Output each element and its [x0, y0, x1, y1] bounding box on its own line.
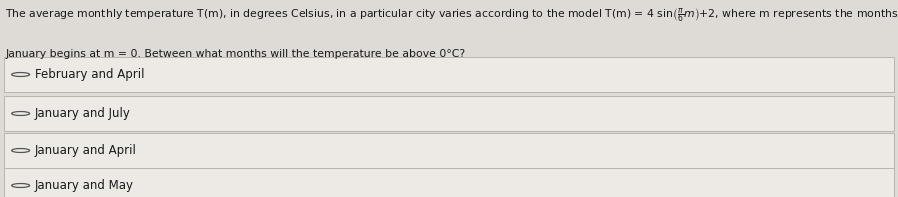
Text: January and May: January and May: [35, 179, 134, 192]
Text: February and April: February and April: [35, 68, 145, 81]
Text: January and July: January and July: [35, 107, 131, 120]
FancyBboxPatch shape: [4, 96, 894, 131]
Text: January and April: January and April: [35, 144, 136, 157]
FancyBboxPatch shape: [4, 57, 894, 92]
Text: January begins at m = 0. Between what months will the temperature be above 0°C?: January begins at m = 0. Between what mo…: [5, 49, 465, 59]
FancyBboxPatch shape: [4, 133, 894, 168]
Text: The average monthly temperature T(m), in degrees Celsius, in a particular city v: The average monthly temperature T(m), in…: [5, 6, 898, 25]
FancyBboxPatch shape: [4, 168, 894, 197]
